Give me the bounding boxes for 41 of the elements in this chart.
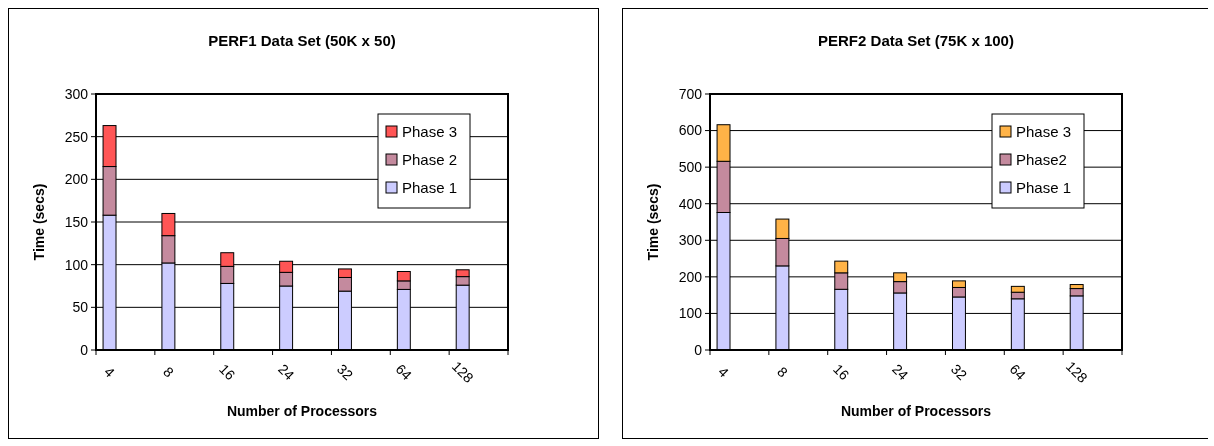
x-tick-label: 8 (160, 363, 178, 381)
chart-title: PERF2 Data Set (75K x 100) (818, 32, 1014, 49)
y-tick-label: 400 (678, 195, 703, 212)
y-tick-label: 150 (64, 213, 89, 230)
x-tick-label: 8 (774, 363, 792, 381)
y-axis-title: Time (secs) (645, 183, 661, 261)
legend-label: Phase 1 (1016, 179, 1072, 197)
x-tick-label: 16 (216, 360, 239, 384)
y-tick-label: 500 (678, 159, 703, 176)
legend-label: Phase 1 (402, 179, 458, 197)
y-tick-label: 0 (80, 341, 89, 358)
y-tick-label: 0 (694, 341, 703, 358)
x-tick-label: 24 (275, 360, 298, 384)
y-tick-label: 50 (72, 299, 89, 316)
y-tick-label: 100 (678, 305, 703, 322)
x-tick-label: 64 (1006, 360, 1030, 384)
x-tick-label: 64 (392, 360, 416, 384)
y-tick-label: 700 (678, 85, 703, 102)
x-tick-label: 24 (889, 360, 912, 384)
x-tick-label: 4 (101, 363, 119, 381)
y-tick-label: 250 (64, 128, 89, 145)
x-axis-title: Number of Processors (226, 403, 378, 419)
x-tick-label: 4 (715, 363, 733, 381)
x-tick-label: 128 (448, 358, 477, 386)
y-tick-label: 200 (678, 268, 703, 285)
chart-title: PERF1 Data Set (50K x 50) (208, 32, 396, 49)
legend-label: Phase 2 (402, 151, 458, 169)
legend-label: Phase 3 (1016, 123, 1072, 141)
y-tick-label: 100 (64, 256, 89, 273)
y-axis-title: Time (secs) (31, 183, 47, 261)
y-tick-label: 300 (678, 232, 703, 249)
x-tick-label: 16 (830, 360, 853, 384)
legend-label: Phase 3 (402, 123, 458, 141)
y-tick-label: 600 (678, 122, 703, 139)
y-tick-label: 200 (64, 171, 89, 188)
x-tick-label: 32 (333, 360, 357, 384)
x-tick-label: 32 (947, 360, 971, 384)
x-axis-title: Number of Processors (840, 403, 992, 419)
x-tick-label: 128 (1062, 358, 1091, 386)
legend-label: Phase2 (1016, 151, 1067, 169)
y-tick-label: 300 (64, 85, 89, 102)
